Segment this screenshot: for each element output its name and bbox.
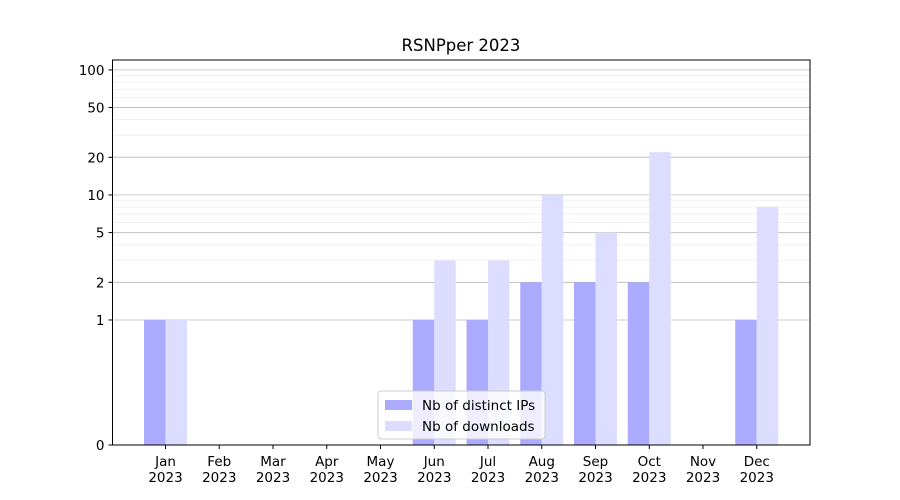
grid-lines: [112, 69, 810, 321]
x-tick-label-month: Feb: [207, 454, 231, 470]
x-axis-ticks: Jan2023Feb2023Mar2023Apr2023May2023Jun20…: [148, 445, 774, 486]
x-tick-label-month: Apr: [315, 454, 339, 470]
legend-box: [377, 390, 546, 440]
legend-label: Nb of distinct IPs: [422, 398, 535, 414]
x-tick-label-month: Sep: [583, 454, 608, 470]
x-tick-label-year: 2023: [740, 470, 774, 486]
bar-downloads: [649, 152, 671, 445]
x-tick-label-month: Jun: [423, 454, 445, 470]
y-tick-label: 100: [79, 63, 105, 79]
legend-swatch: [385, 421, 412, 431]
x-tick-label-month: Oct: [638, 454, 661, 470]
x-tick-label-year: 2023: [202, 470, 236, 486]
x-tick-label-year: 2023: [417, 470, 451, 486]
x-tick-label-year: 2023: [471, 470, 505, 486]
plot-frame: [112, 59, 811, 446]
bar-ips: [735, 319, 757, 445]
legend-label: Nb of downloads: [422, 419, 535, 435]
x-tick-label-month: Jan: [154, 454, 176, 470]
y-tick-label: 20: [87, 150, 104, 166]
y-axis-ticks: 0 1 2 5 10 20 50 100: [79, 63, 113, 454]
x-tick-label-year: 2023: [578, 470, 612, 486]
bar-ips: [627, 282, 650, 445]
x-tick-label-year: 2023: [525, 470, 559, 486]
y-tick-label: 0: [96, 438, 105, 454]
bar-downloads: [165, 319, 187, 445]
y-tick-label: 1: [96, 313, 105, 329]
x-tick-label-month: May: [367, 454, 395, 470]
bar-downloads: [595, 232, 617, 445]
x-tick-label-month: Nov: [690, 454, 716, 470]
x-tick-label-month: Mar: [260, 454, 286, 470]
bar-ips: [144, 319, 166, 445]
x-tick-label-year: 2023: [632, 470, 666, 486]
x-tick-label-month: Aug: [529, 454, 555, 470]
legend-swatch: [385, 400, 412, 410]
x-tick-label-year: 2023: [148, 470, 182, 486]
x-tick-label-month: Jul: [479, 454, 496, 470]
bar-downloads: [756, 207, 779, 445]
y-tick-label: 10: [87, 188, 104, 204]
y-tick-label: 5: [96, 226, 105, 242]
x-tick-label-year: 2023: [686, 470, 720, 486]
y-tick-label: 2: [96, 275, 105, 291]
chart-title: RSNPper 2023: [402, 36, 521, 55]
bar-downloads: [541, 194, 564, 445]
bar-ips: [574, 282, 596, 445]
x-tick-label-month: Dec: [744, 454, 770, 470]
x-tick-label-year: 2023: [310, 470, 344, 486]
y-tick-label: 50: [87, 101, 104, 117]
x-tick-label-year: 2023: [363, 470, 397, 486]
x-tick-label-year: 2023: [256, 470, 290, 486]
legend: Nb of distinct IPs Nb of downloads: [377, 390, 546, 440]
